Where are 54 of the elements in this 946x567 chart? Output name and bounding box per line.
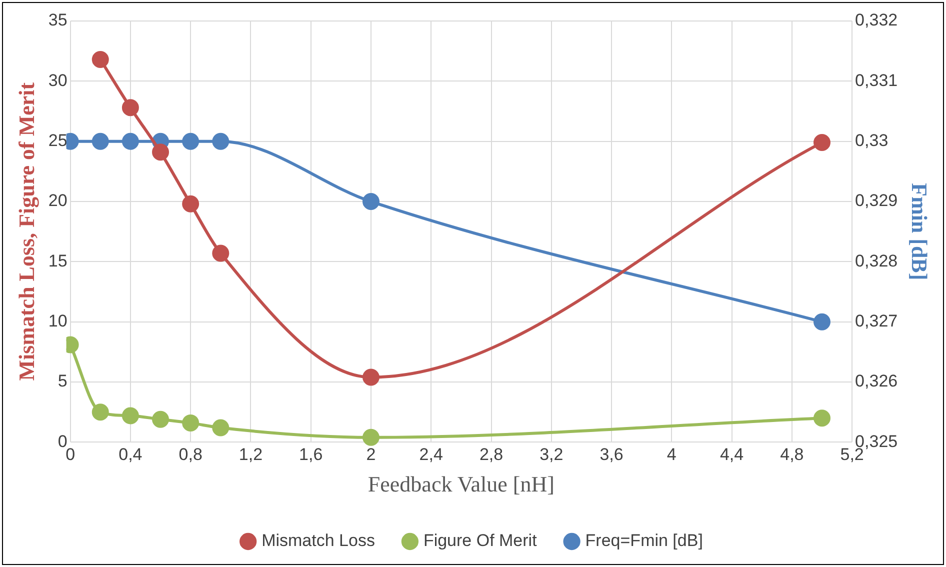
y2-axis-title: Fmin [dB] [907, 183, 932, 280]
y-tick-label: 5 [58, 372, 68, 391]
y-tick-label: 30 [48, 70, 68, 90]
x-tick-label: 2,8 [479, 445, 504, 464]
y2-tick-label: 0,329 [855, 191, 898, 210]
point [362, 368, 380, 386]
point [122, 132, 139, 150]
x-tick-label: 0,8 [178, 445, 202, 464]
x-tick-label: 2 [366, 445, 376, 464]
point [182, 132, 200, 150]
y-axis-title: Mismatch Loss, Figure of Merit [14, 82, 39, 381]
y-tick-label: 25 [48, 131, 68, 150]
y-tick-label: 0 [58, 432, 68, 451]
legend-label: Mismatch Loss [262, 531, 375, 550]
point [212, 132, 230, 150]
point [92, 132, 109, 150]
point [362, 193, 380, 210]
y2-tick-label: 0,332 [855, 10, 898, 30]
x-tick-label: 0,4 [118, 445, 142, 464]
point [813, 134, 830, 152]
x-tick-label: 1,2 [238, 445, 263, 464]
y-tick-label: 35 [48, 10, 68, 30]
point [813, 313, 830, 330]
point [182, 195, 200, 212]
y-tick-label: 20 [48, 191, 68, 210]
x-tick-label: 4,4 [720, 445, 744, 464]
x-tick-label: 3,2 [540, 445, 564, 464]
x-tick-label: 4 [666, 445, 676, 464]
y2-tick-label: 0,325 [855, 432, 898, 451]
point [92, 404, 109, 421]
y-tick-label: 15 [48, 251, 68, 270]
point [92, 51, 109, 68]
y2-tick-label: 0,33 [855, 131, 888, 150]
x-tick-label: 1,6 [299, 445, 323, 464]
point [212, 419, 230, 436]
point [813, 410, 830, 427]
y2-tick-label: 0,328 [855, 251, 898, 270]
x-tick-label: 3,6 [600, 445, 624, 464]
x-axis-title: Feedback Value [nH] [368, 472, 554, 497]
point [152, 144, 170, 161]
legend-label: Freq=Fmin [dB] [585, 531, 703, 550]
point [182, 414, 200, 432]
x-tick-label: 2,4 [419, 445, 443, 464]
x-tick-label: 4,8 [780, 445, 804, 464]
point [152, 410, 170, 428]
y2-tick-label: 0,327 [855, 312, 898, 331]
point [122, 407, 139, 424]
y2-tick-label: 0,331 [855, 70, 898, 90]
y-tick-label: 10 [48, 312, 68, 331]
point [212, 244, 230, 262]
y2-tick-label: 0,326 [855, 372, 898, 391]
point [362, 428, 380, 446]
legend-label: Figure Of Merit [423, 531, 538, 550]
point [122, 99, 139, 116]
